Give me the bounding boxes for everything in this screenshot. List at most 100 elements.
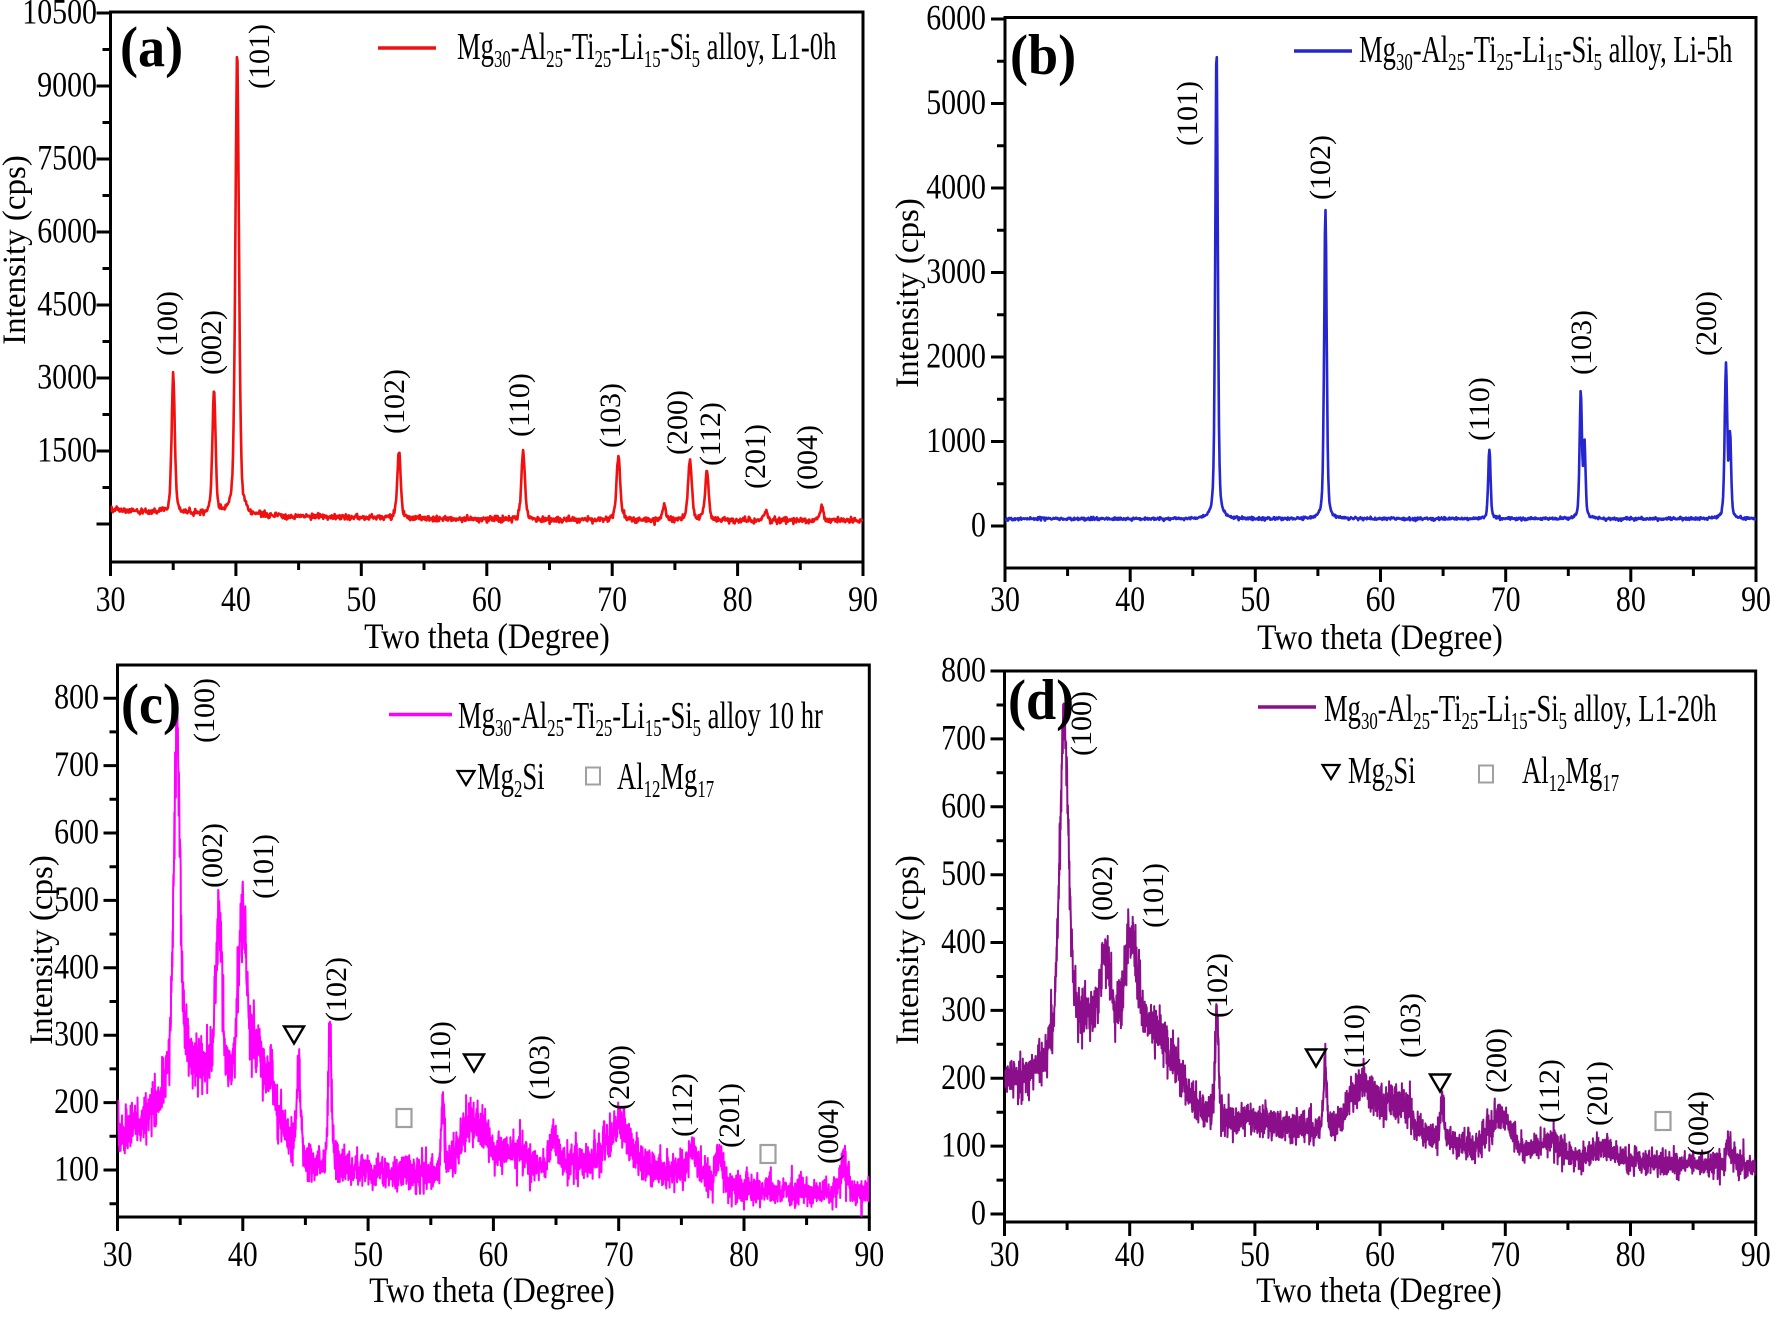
svg-text:6000: 6000 [37,212,97,251]
svg-text:(101): (101) [1171,81,1204,146]
svg-text:(102): (102) [1304,135,1337,200]
svg-text:(112): (112) [666,1073,699,1137]
svg-text:(004): (004) [812,1099,845,1164]
svg-text:(102): (102) [1201,953,1234,1018]
svg-text:(102): (102) [320,957,353,1022]
svg-text:800: 800 [941,651,986,690]
svg-text:600: 600 [941,787,986,826]
svg-text:7500: 7500 [37,139,97,178]
svg-text:Intensity (cps): Intensity (cps) [890,198,926,388]
svg-text:Mg30-Al25-Ti25-Li15-Si5 alloy,: Mg30-Al25-Ti25-Li15-Si5 alloy, Li-5h [1359,30,1732,76]
svg-text:70: 70 [604,1236,634,1275]
svg-text:3000: 3000 [37,358,97,397]
svg-text:(c): (c) [121,673,181,737]
svg-text:40: 40 [228,1236,258,1275]
svg-text:(100): (100) [151,291,184,356]
svg-text:4000: 4000 [926,168,986,207]
svg-text:30: 30 [96,581,126,620]
svg-text:(002): (002) [1086,856,1119,921]
svg-text:300: 300 [54,1015,99,1054]
svg-text:50: 50 [1240,1236,1270,1275]
svg-text:700: 700 [54,746,99,785]
svg-text:80: 80 [729,1236,759,1275]
svg-text:Mg2Si: Mg2Si [477,757,545,803]
svg-text:90: 90 [848,581,878,620]
svg-text:70: 70 [1491,581,1521,620]
svg-text:300: 300 [941,990,986,1029]
svg-text:(004): (004) [791,425,824,490]
svg-text:4500: 4500 [37,285,97,324]
svg-text:Al12Mg17: Al12Mg17 [1522,751,1619,797]
svg-text:Intensity (cps): Intensity (cps) [0,155,33,345]
svg-text:80: 80 [1616,1236,1646,1275]
svg-text:500: 500 [941,855,986,894]
svg-text:(100): (100) [188,678,221,743]
svg-text:Two theta (Degree): Two theta (Degree) [1256,1271,1502,1310]
svg-text:Mg30-Al25-Ti25-Li15-Si5 alloy,: Mg30-Al25-Ti25-Li15-Si5 alloy, L1-20h [1324,689,1717,735]
svg-text:200: 200 [54,1083,99,1122]
svg-text:70: 70 [1490,1236,1520,1275]
svg-text:(103): (103) [594,383,627,448]
svg-text:(a): (a) [120,16,183,80]
svg-text:5000: 5000 [926,84,986,123]
svg-text:200: 200 [941,1058,986,1097]
svg-text:(110): (110) [424,1021,457,1085]
svg-text:30: 30 [990,1236,1020,1275]
svg-text:(002): (002) [196,823,229,888]
svg-text:50: 50 [346,581,376,620]
svg-text:10500: 10500 [22,0,97,32]
svg-text:(112): (112) [694,402,727,466]
svg-text:Intensity (cps): Intensity (cps) [890,855,926,1045]
svg-text:(201): (201) [739,424,772,489]
svg-text:50: 50 [353,1236,383,1275]
svg-text:Two theta (Degree): Two theta (Degree) [1257,618,1503,657]
svg-text:30: 30 [990,581,1020,620]
svg-text:(201): (201) [713,1083,746,1148]
svg-text:(200): (200) [661,390,694,455]
svg-text:90: 90 [1741,581,1771,620]
svg-text:(d): (d) [1008,669,1074,733]
svg-text:40: 40 [1115,1236,1145,1275]
svg-text:(200): (200) [1690,291,1723,356]
svg-text:700: 700 [941,719,986,758]
svg-text:(101): (101) [1137,863,1170,928]
svg-text:60: 60 [1365,1236,1395,1275]
svg-text:600: 600 [54,813,99,852]
svg-text:3000: 3000 [926,253,986,292]
svg-text:(103): (103) [1394,993,1427,1058]
svg-text:40: 40 [1115,581,1145,620]
svg-text:(110): (110) [1463,377,1496,441]
svg-text:400: 400 [54,948,99,987]
svg-text:90: 90 [1741,1236,1771,1275]
svg-text:(200): (200) [603,1045,636,1110]
svg-text:60: 60 [478,1236,508,1275]
svg-text:Mg30-Al25-Ti25-Li15-Si5 alloy,: Mg30-Al25-Ti25-Li15-Si5 alloy, L1-0h [457,27,836,73]
svg-text:Intensity (cps): Intensity (cps) [24,855,60,1045]
svg-text:9000: 9000 [37,66,97,105]
svg-text:Mg30-Al25-Ti25-Li15-Si5 alloy: Mg30-Al25-Ti25-Li15-Si5 alloy 10 hr [458,696,823,742]
svg-text:(200): (200) [1480,1028,1513,1093]
svg-text:Two theta (Degree): Two theta (Degree) [364,617,610,656]
svg-text:(103): (103) [1565,310,1598,375]
svg-text:(002): (002) [195,310,228,375]
svg-text:(004): (004) [1682,1091,1715,1156]
svg-text:(201): (201) [1581,1061,1614,1126]
svg-text:(b): (b) [1010,24,1076,88]
svg-text:(102): (102) [378,369,411,434]
svg-text:0: 0 [971,1194,986,1233]
svg-text:90: 90 [854,1236,884,1275]
svg-text:70: 70 [597,581,627,620]
svg-text:(100): (100) [1065,691,1098,756]
svg-text:(101): (101) [247,834,280,899]
svg-text:80: 80 [723,581,753,620]
svg-text:30: 30 [103,1236,133,1275]
svg-text:500: 500 [54,880,99,919]
svg-text:Mg2Si: Mg2Si [1348,751,1416,797]
svg-text:0: 0 [971,506,986,545]
svg-text:60: 60 [1366,581,1396,620]
svg-text:(110): (110) [503,373,536,437]
svg-text:40: 40 [221,581,251,620]
svg-text:Two theta (Degree): Two theta (Degree) [369,1271,615,1310]
svg-text:(103): (103) [523,1035,556,1100]
svg-text:60: 60 [472,581,502,620]
